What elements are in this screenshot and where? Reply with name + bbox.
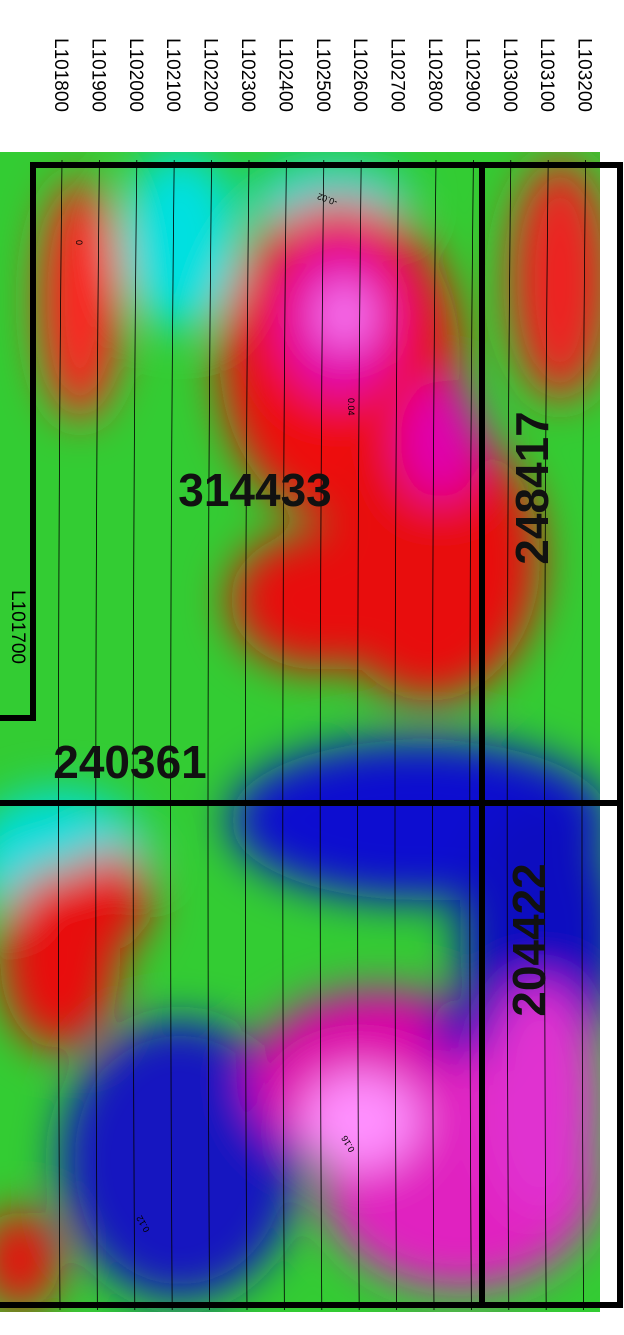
- line-label: L103200: [574, 38, 595, 112]
- claim-number: 314433: [178, 464, 332, 516]
- line-label: L102100: [162, 38, 183, 112]
- map: L101800 L101900 L102000 L102100 L102200 L1023…: [0, 0, 624, 1335]
- line-label: L102400: [274, 38, 295, 112]
- claim-number: 240361: [53, 736, 207, 788]
- line-label: L102600: [349, 38, 370, 112]
- line-label: L102300: [237, 38, 258, 112]
- line-label: L101900: [87, 38, 108, 112]
- claim-number: 204422: [503, 863, 555, 1017]
- west-line-label: L101700: [7, 590, 28, 664]
- line-label: L102500: [312, 38, 333, 112]
- line-label: L102800: [424, 38, 445, 112]
- contour-label: 0.04: [346, 398, 356, 416]
- line-label: L101800: [50, 38, 71, 112]
- line-label: L103100: [536, 38, 557, 112]
- line-label: L102200: [200, 38, 221, 112]
- line-label: L102000: [125, 38, 146, 112]
- labels: L101800 L101900 L102000 L102100 L102200 L1023…: [50, 38, 595, 112]
- line-label: L103000: [499, 38, 520, 112]
- anomaly-grid: [0, 150, 620, 1312]
- contour-label: 0: [74, 240, 84, 245]
- line-label: L102700: [387, 38, 408, 112]
- claim-number: 248417: [506, 411, 558, 565]
- line-label: L102900: [461, 38, 482, 112]
